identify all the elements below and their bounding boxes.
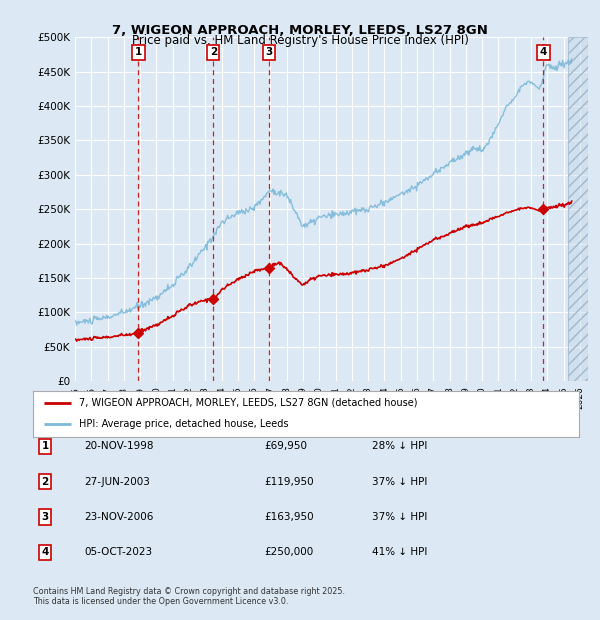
Text: 7, WIGEON APPROACH, MORLEY, LEEDS, LS27 8GN: 7, WIGEON APPROACH, MORLEY, LEEDS, LS27 … bbox=[112, 24, 488, 37]
Text: 7, WIGEON APPROACH, MORLEY, LEEDS, LS27 8GN (detached house): 7, WIGEON APPROACH, MORLEY, LEEDS, LS27 … bbox=[79, 397, 418, 408]
Text: 4: 4 bbox=[41, 547, 49, 557]
Text: 2: 2 bbox=[209, 47, 217, 57]
Bar bbox=[568, 37, 588, 381]
Text: Price paid vs. HM Land Registry's House Price Index (HPI): Price paid vs. HM Land Registry's House … bbox=[131, 34, 469, 47]
Text: 2: 2 bbox=[41, 477, 49, 487]
Text: £250,000: £250,000 bbox=[264, 547, 313, 557]
Text: 3: 3 bbox=[41, 512, 49, 522]
Bar bbox=[568, 37, 588, 381]
Text: 28% ↓ HPI: 28% ↓ HPI bbox=[372, 441, 427, 451]
Text: 05-OCT-2023: 05-OCT-2023 bbox=[84, 547, 152, 557]
Text: 27-JUN-2003: 27-JUN-2003 bbox=[84, 477, 150, 487]
Text: 1: 1 bbox=[135, 47, 142, 57]
Text: 37% ↓ HPI: 37% ↓ HPI bbox=[372, 512, 427, 522]
Text: HPI: Average price, detached house, Leeds: HPI: Average price, detached house, Leed… bbox=[79, 419, 289, 429]
Text: Contains HM Land Registry data © Crown copyright and database right 2025.
This d: Contains HM Land Registry data © Crown c… bbox=[33, 587, 345, 606]
Text: £119,950: £119,950 bbox=[264, 477, 314, 487]
Text: 41% ↓ HPI: 41% ↓ HPI bbox=[372, 547, 427, 557]
Text: £69,950: £69,950 bbox=[264, 441, 307, 451]
Text: 23-NOV-2006: 23-NOV-2006 bbox=[84, 512, 154, 522]
Text: 20-NOV-1998: 20-NOV-1998 bbox=[84, 441, 154, 451]
Text: £163,950: £163,950 bbox=[264, 512, 314, 522]
Text: 3: 3 bbox=[265, 47, 272, 57]
Text: 37% ↓ HPI: 37% ↓ HPI bbox=[372, 477, 427, 487]
Text: 1: 1 bbox=[41, 441, 49, 451]
Text: 4: 4 bbox=[539, 47, 547, 57]
